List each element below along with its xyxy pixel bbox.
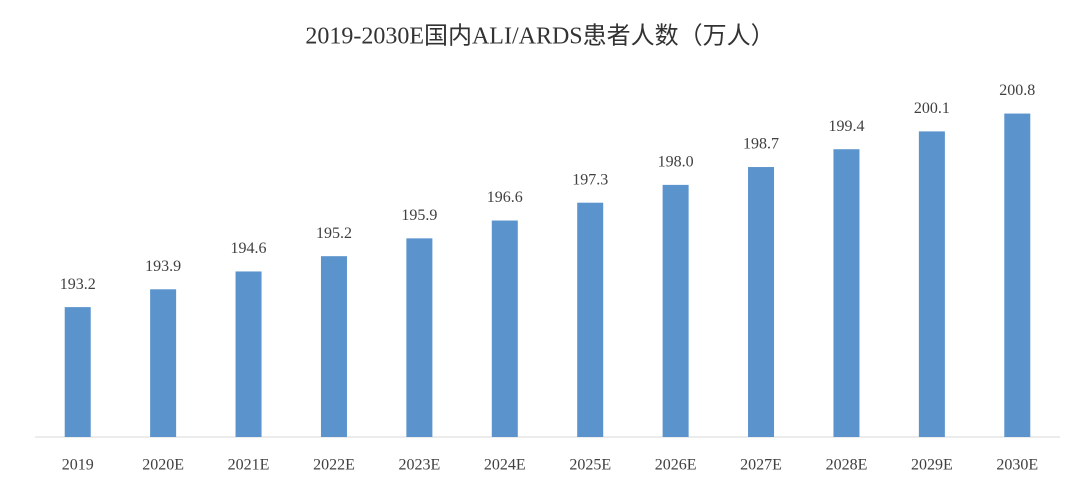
data-label: 193.2 [60,276,96,293]
x-tick-label: 2024E [484,457,526,474]
x-tick-label: 2028E [826,457,868,474]
data-label: 194.6 [231,240,267,257]
x-tick-label: 2027E [740,457,782,474]
data-label: 193.9 [145,258,181,275]
bar [64,307,91,437]
x-tick-label: 2029E [911,457,953,474]
chart-title: 2019-2030E国内ALI/ARDS患者人数（万人） [305,23,774,50]
x-tick-label: 2030E [996,457,1038,474]
data-label: 196.6 [487,189,523,206]
data-label: 197.3 [572,171,608,188]
bar [662,184,689,437]
bar [320,256,347,437]
data-label: 200.8 [999,82,1035,99]
data-label: 198.0 [658,154,694,171]
x-tick-label: 2022E [313,457,355,474]
x-tick-label: 2025E [569,457,611,474]
bar [235,271,262,437]
bar [1004,113,1031,437]
bar [748,167,775,438]
bar [150,289,177,437]
x-tick-label: 2023E [398,457,440,474]
bar [491,220,518,437]
bar [577,202,604,437]
data-label: 199.4 [828,118,864,135]
x-tick-label: 2019 [62,457,94,474]
bar [918,131,945,437]
data-label: 195.2 [316,225,352,242]
x-tick-label: 2020E [142,457,184,474]
bar [406,238,433,437]
data-label: 200.1 [914,100,950,117]
x-tick-label: 2026E [655,457,697,474]
data-label: 198.7 [743,136,779,153]
data-label: 195.9 [401,207,437,224]
x-tick-label: 2021E [228,457,270,474]
bar [833,149,860,437]
